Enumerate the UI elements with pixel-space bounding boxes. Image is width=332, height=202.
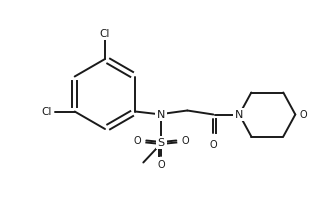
Text: O: O [182,135,189,145]
Text: Cl: Cl [42,107,52,117]
Text: Cl: Cl [100,29,110,39]
Text: O: O [157,160,165,170]
Text: O: O [133,135,141,145]
Text: N: N [235,110,243,120]
Text: N: N [157,110,165,120]
Text: O: O [299,110,307,120]
Text: O: O [209,139,217,149]
Text: S: S [158,138,165,148]
